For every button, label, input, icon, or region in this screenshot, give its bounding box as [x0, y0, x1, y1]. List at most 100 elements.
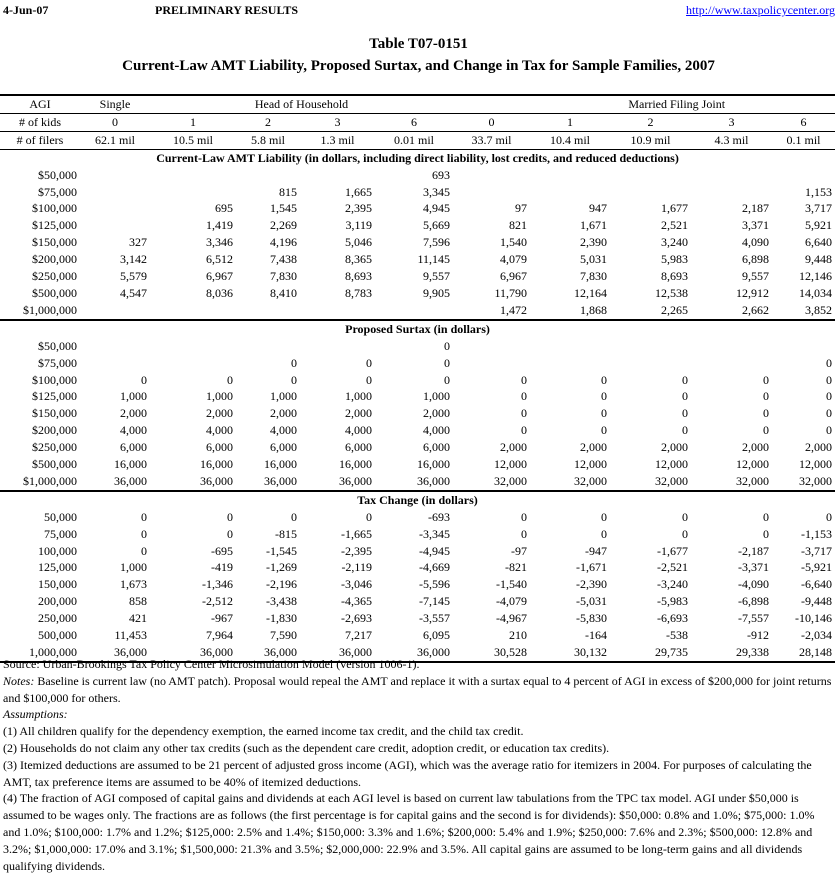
- table-row: $1,000,000 1,472 1,868 2,265 2,662 3,852: [0, 301, 836, 321]
- value-cell: 4,000: [345, 423, 372, 438]
- value-cell: 12,000: [655, 457, 688, 472]
- website-link[interactable]: http://www.taxpolicycenter.org: [686, 3, 835, 17]
- value-cell: 32,000: [610, 472, 691, 492]
- value-cell: -4,945: [419, 543, 450, 558]
- value-cell: 0: [763, 423, 769, 438]
- kids-row-cell: 2: [610, 113, 691, 132]
- agi-cell: $75,000: [38, 355, 77, 370]
- agi-cell: $125,000: [32, 389, 77, 404]
- value-cell: 32,000: [691, 472, 772, 492]
- table-row: 100,000 0 -695 -1,545 -2,395 -4,945 -97 -947 -1,…: [0, 543, 835, 560]
- value-cell: 3,240: [661, 235, 688, 250]
- value-cell: -3,557: [419, 611, 450, 626]
- agi-cell: $500,000: [32, 285, 77, 300]
- value-cell: 36,000: [300, 472, 375, 492]
- value-cell: [80, 355, 150, 372]
- value-cell: 0: [601, 423, 607, 438]
- table-row: $125,000 1,000 1,000 1,000 1,000 1,000 0 0 0 0 0: [0, 388, 835, 405]
- value-cell: 11,145: [417, 252, 450, 267]
- kids-row-cell: 3: [691, 113, 772, 132]
- value-cell: 4,196: [270, 235, 297, 250]
- value-cell: 12,000: [494, 457, 527, 472]
- agi-cell: $50,000: [38, 338, 77, 353]
- filers-row-cell: 33.7 mil: [453, 131, 530, 150]
- value-cell: 0: [682, 406, 688, 421]
- agi-cell: 125,000: [38, 560, 77, 575]
- value-cell: 16,000: [339, 457, 372, 472]
- value-cell: -821: [505, 560, 527, 575]
- value-cell: [772, 338, 835, 355]
- value-cell: 1,673: [120, 577, 147, 592]
- value-cell: [530, 355, 610, 372]
- value-cell: 0: [521, 389, 527, 404]
- value-cell: 36,000: [300, 644, 375, 663]
- agi-cell: 100,000: [38, 543, 77, 558]
- section-title: Current-Law AMT Liability (in dollars, i…: [156, 150, 679, 165]
- assumption-2: (2) Households do not claim any other ta…: [3, 740, 610, 755]
- section-title: Tax Change (in dollars): [357, 492, 478, 507]
- table-row: $150,000 2,000 2,000 2,000 2,000 2,000 0 0 0 0 0: [0, 405, 835, 422]
- value-cell: -3,046: [341, 577, 372, 592]
- value-cell: 8,783: [345, 285, 372, 300]
- value-cell: 1,665: [345, 184, 372, 199]
- filers-row-cell: 0.1 mil: [772, 131, 836, 150]
- notes-paragraph: Notes: Baseline is current law (no AMT p…: [3, 673, 833, 707]
- table-row: 150,000 1,673 -1,346 -2,196 -3,046 -5,596 -1,5…: [0, 576, 835, 593]
- value-cell: 858: [129, 594, 147, 609]
- value-cell: -5,830: [576, 611, 607, 626]
- agi-cell: $250,000: [32, 269, 77, 284]
- value-cell: 97: [515, 201, 527, 216]
- value-cell: 0: [826, 389, 833, 404]
- value-cell: 7,830: [580, 269, 607, 284]
- filers-row-cell: 0.01 mil: [375, 131, 453, 150]
- value-cell: 3,119: [345, 218, 372, 233]
- value-cell: 0: [291, 509, 297, 524]
- value-cell: [236, 338, 300, 355]
- value-cell: [530, 167, 610, 184]
- value-cell: 0: [826, 372, 833, 387]
- value-cell: 8,693: [345, 269, 372, 284]
- value-cell: 0: [601, 389, 607, 404]
- value-cell: 9,448: [805, 252, 833, 267]
- value-cell: [80, 301, 150, 321]
- value-cell: 3,345: [423, 184, 450, 199]
- value-cell: 0: [521, 509, 527, 524]
- notes-text: Baseline is current law (no AMT patch). …: [3, 673, 832, 705]
- value-cell: -693: [428, 509, 450, 524]
- value-cell: -3,345: [419, 526, 450, 541]
- value-cell: 36,000: [375, 472, 453, 492]
- value-cell: -2,521: [657, 560, 688, 575]
- value-cell: [300, 167, 375, 184]
- value-cell: -4,090: [738, 577, 769, 592]
- value-cell: [691, 167, 772, 184]
- value-cell: -1,677: [657, 543, 688, 558]
- kids-row-cell: 1: [530, 113, 610, 132]
- value-cell: 5,983: [661, 252, 688, 267]
- agi-cell: $1,000,000: [0, 472, 80, 492]
- kids-row-cell: 0: [80, 113, 150, 132]
- value-cell: 0: [444, 338, 450, 353]
- agi-cell: 75,000: [44, 526, 77, 541]
- value-cell: 821: [509, 218, 527, 233]
- value-cell: -2,395: [341, 543, 372, 558]
- value-cell: 32,000: [772, 472, 836, 492]
- table-row: $75,000 0 0 0 0: [0, 355, 835, 372]
- source-note: Source: Urban-Brookings Tax Policy Cente…: [3, 657, 420, 671]
- section-title-row: Tax Change (in dollars): [0, 491, 835, 509]
- value-cell: -695: [211, 543, 233, 558]
- section-title-row: Current-Law AMT Liability (in dollars, i…: [0, 149, 835, 166]
- agi-cell: $100,000: [32, 201, 77, 216]
- table-row: $150,000 327 3,346 4,196 5,046 7,596 1,540 2,39…: [0, 234, 835, 251]
- value-cell: 9,557: [742, 269, 769, 284]
- value-cell: -5,031: [576, 594, 607, 609]
- value-cell: -7,145: [419, 594, 450, 609]
- value-cell: 4,000: [270, 423, 297, 438]
- value-cell: 2,000: [500, 440, 527, 455]
- value-cell: 7,217: [345, 628, 372, 643]
- value-cell: 2,000: [742, 440, 769, 455]
- value-cell: 36,000: [150, 644, 236, 663]
- value-cell: 1,000: [120, 560, 147, 575]
- value-cell: 2,662: [691, 301, 772, 321]
- value-cell: 5,046: [345, 235, 372, 250]
- kids-row-cell: 1: [150, 113, 236, 132]
